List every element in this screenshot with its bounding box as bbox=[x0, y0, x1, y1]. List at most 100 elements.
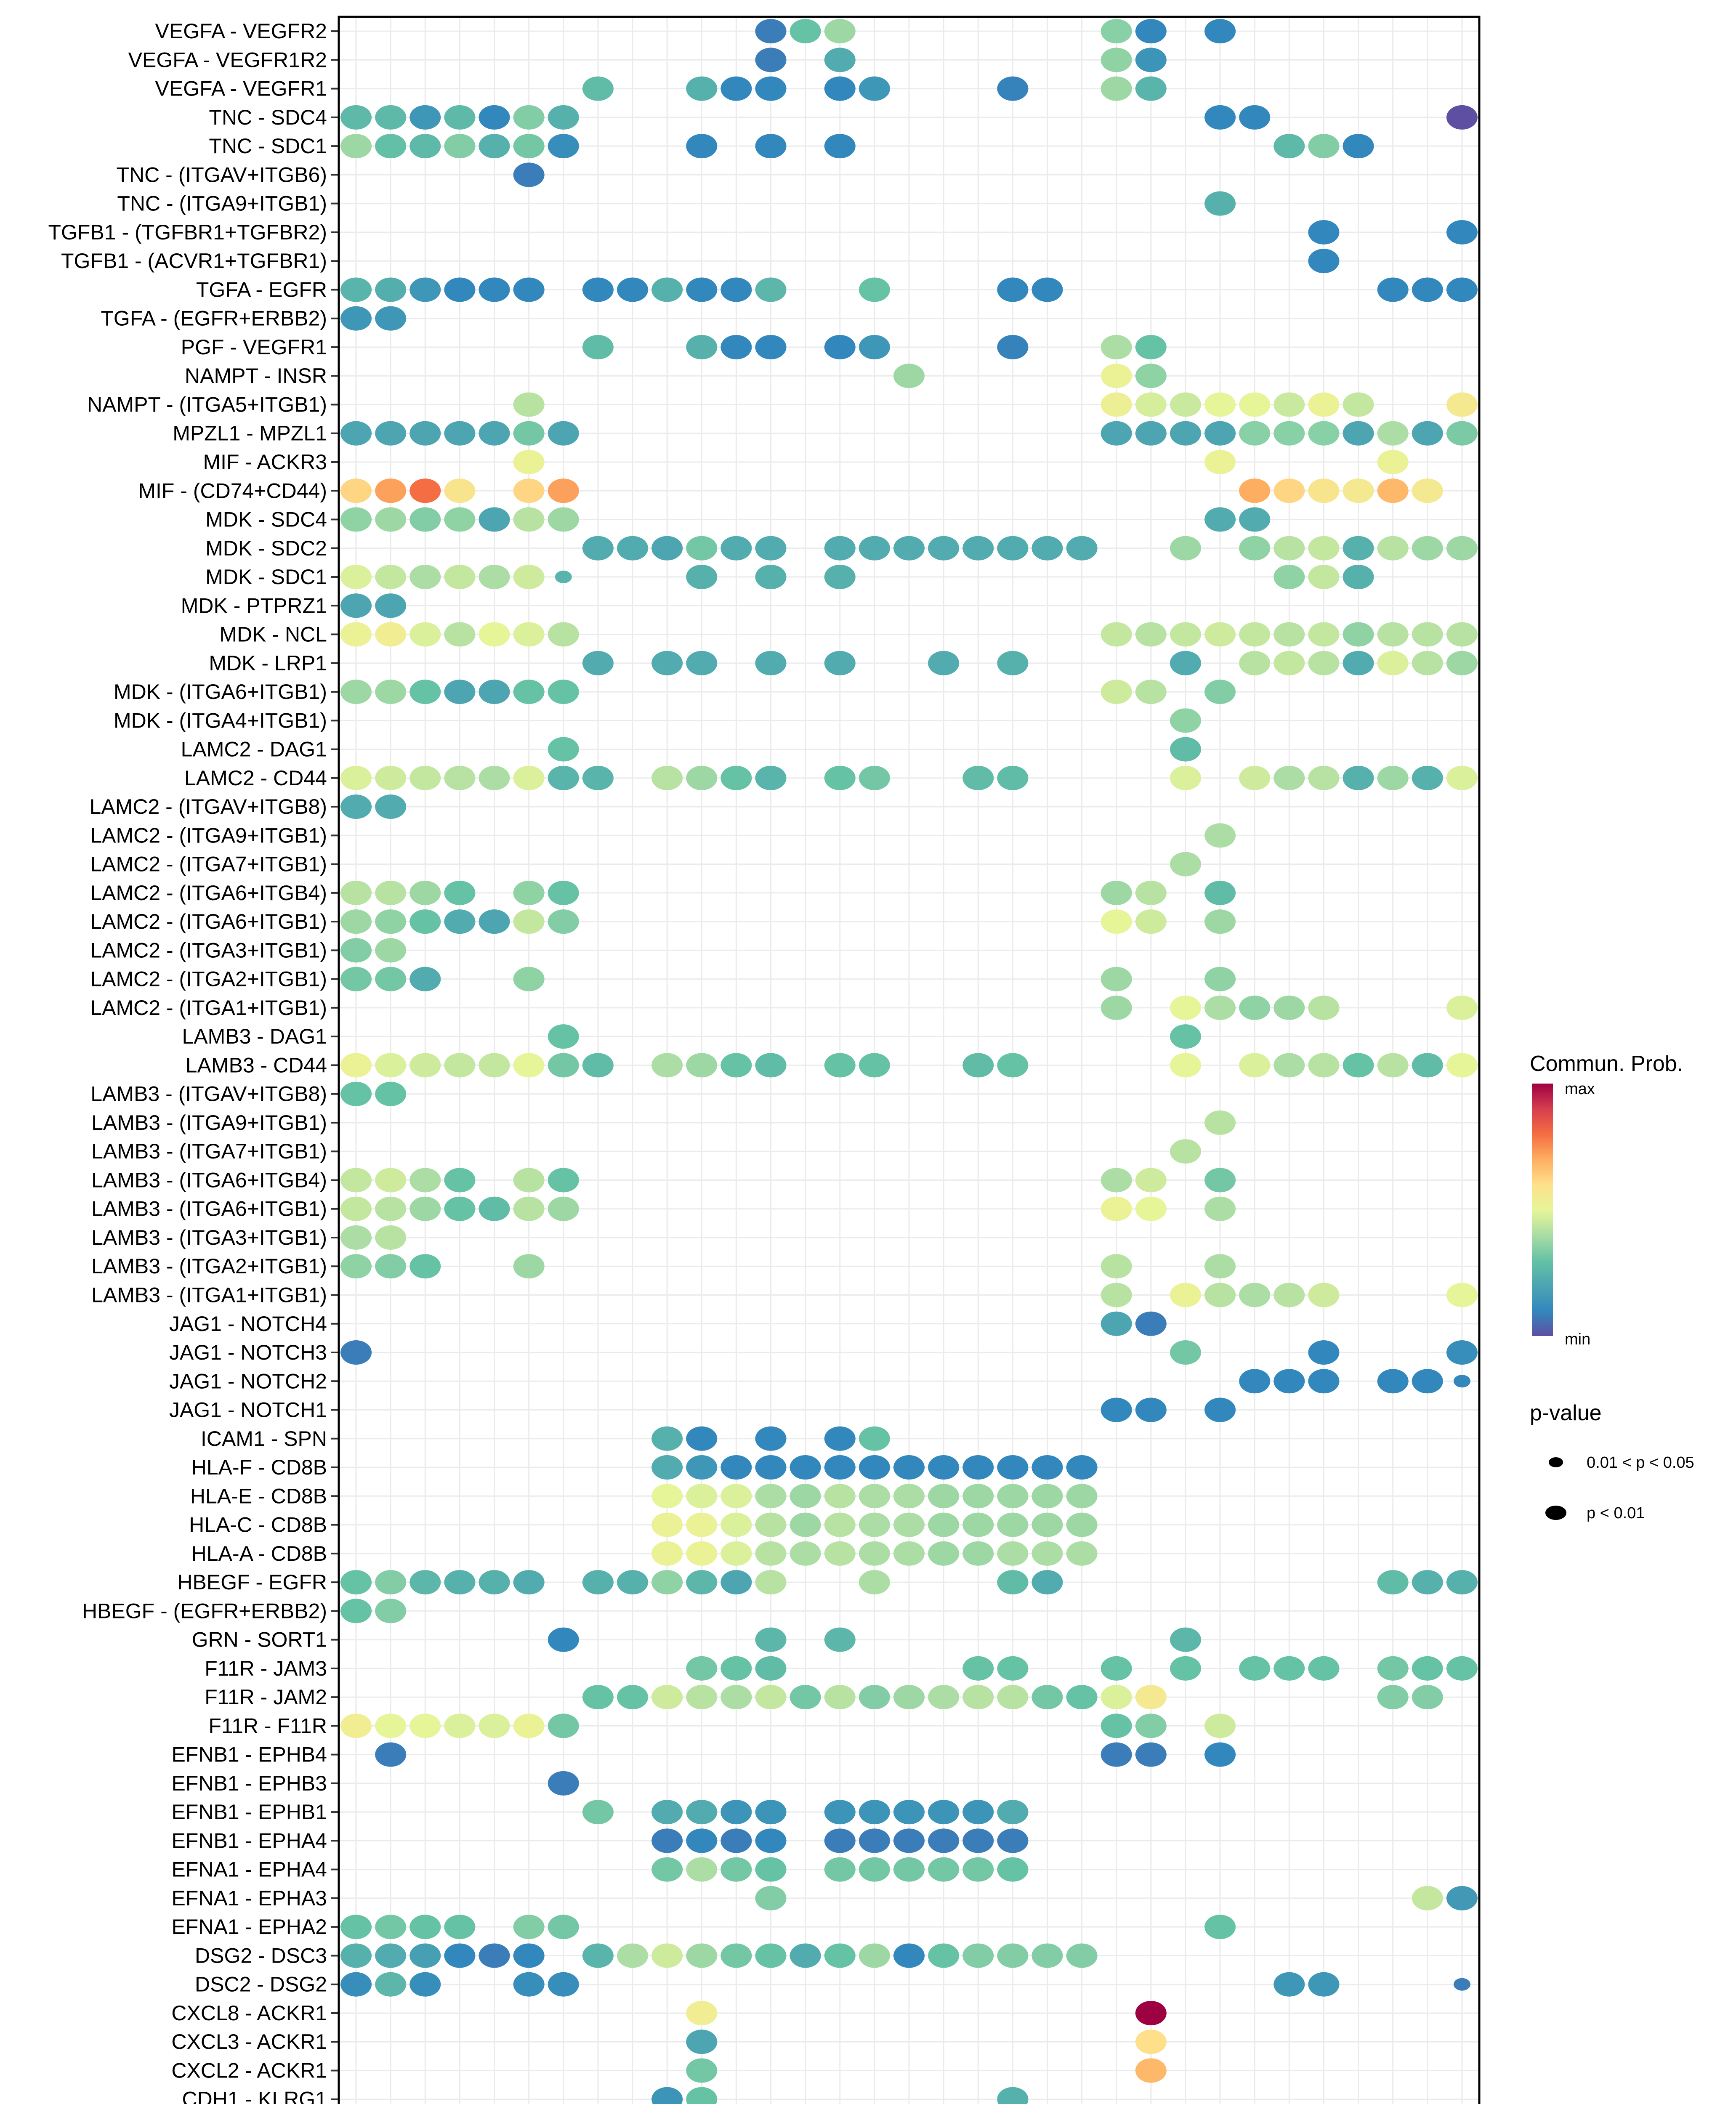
data-point bbox=[1308, 995, 1340, 1020]
data-point bbox=[962, 1541, 994, 1566]
data-point bbox=[651, 1800, 683, 1825]
data-point bbox=[1308, 421, 1340, 446]
data-point bbox=[651, 1828, 683, 1853]
data-point bbox=[479, 277, 510, 302]
data-point bbox=[720, 1512, 752, 1537]
data-point bbox=[617, 536, 649, 561]
data-point bbox=[790, 1512, 821, 1537]
data-point bbox=[997, 536, 1029, 561]
data-point bbox=[1204, 450, 1236, 475]
data-point bbox=[409, 421, 441, 446]
data-point bbox=[1170, 995, 1201, 1020]
data-point bbox=[375, 306, 407, 331]
data-point bbox=[1101, 1168, 1132, 1193]
data-point bbox=[548, 622, 579, 647]
data-point bbox=[893, 1455, 925, 1480]
data-point bbox=[755, 1943, 787, 1968]
y-axis-labels: VEGFA - VEGFR2 VEGFA - VEGFR1R2 VEGFA - VE… bbox=[48, 19, 339, 2104]
data-point bbox=[928, 1943, 960, 1968]
data-point bbox=[375, 565, 407, 590]
data-point bbox=[859, 277, 890, 302]
data-point bbox=[1066, 1512, 1098, 1537]
data-point bbox=[720, 1053, 752, 1078]
data-point bbox=[962, 1656, 994, 1681]
y-tick-label: JAG1 - NOTCH2 bbox=[169, 1369, 327, 1393]
data-point bbox=[1204, 1254, 1236, 1279]
data-point bbox=[686, 765, 718, 790]
data-point bbox=[651, 1426, 683, 1451]
y-tick-label: CXCL2 - ACKR1 bbox=[171, 2059, 327, 2082]
data-point bbox=[375, 938, 407, 963]
data-point bbox=[790, 19, 821, 44]
data-point bbox=[444, 1053, 476, 1078]
data-point bbox=[548, 1168, 579, 1193]
y-tick-label: EFNA1 - EPHA3 bbox=[171, 1886, 327, 1910]
y-tick-label: VEGFA - VEGFR1R2 bbox=[128, 48, 327, 72]
data-point bbox=[513, 1053, 545, 1078]
data-point bbox=[1308, 1972, 1340, 1997]
data-point bbox=[375, 765, 407, 790]
data-point bbox=[548, 1196, 579, 1221]
y-tick-label: TNC - SDC1 bbox=[209, 134, 327, 158]
data-point bbox=[1273, 421, 1305, 446]
data-point bbox=[548, 737, 579, 762]
data-point bbox=[1031, 1541, 1063, 1566]
y-tick-label: LAMC2 - (ITGA6+ITGB4) bbox=[90, 881, 327, 905]
data-point bbox=[686, 76, 718, 101]
data-point bbox=[340, 880, 372, 905]
data-point bbox=[340, 1915, 372, 1939]
data-point bbox=[1170, 1627, 1201, 1652]
data-point bbox=[928, 1857, 960, 1882]
data-point bbox=[1446, 1886, 1478, 1910]
y-tick-label: TNC - (ITGA9+ITGB1) bbox=[117, 192, 327, 215]
data-point bbox=[686, 1541, 718, 1566]
data-point bbox=[790, 1455, 821, 1480]
data-point bbox=[479, 1196, 510, 1221]
data-point bbox=[582, 1685, 614, 1710]
data-point bbox=[1101, 622, 1132, 647]
data-point bbox=[375, 1168, 407, 1193]
data-point bbox=[582, 536, 614, 561]
data-point bbox=[962, 1484, 994, 1509]
data-point bbox=[1170, 737, 1201, 762]
data-point bbox=[686, 1512, 718, 1537]
data-point bbox=[824, 1857, 856, 1882]
data-point bbox=[375, 1225, 407, 1250]
data-points bbox=[340, 19, 1478, 2104]
data-point bbox=[755, 1685, 787, 1710]
data-point bbox=[824, 1053, 856, 1078]
data-point bbox=[409, 565, 441, 590]
data-point bbox=[928, 1828, 960, 1853]
data-point bbox=[1170, 1053, 1201, 1078]
data-point bbox=[686, 565, 718, 590]
data-point bbox=[548, 1771, 579, 1796]
y-tick-label: MDK - (ITGA4+ITGB1) bbox=[114, 709, 327, 732]
data-point bbox=[444, 277, 476, 302]
data-point bbox=[1343, 1053, 1374, 1078]
data-point bbox=[928, 651, 960, 675]
data-point bbox=[444, 507, 476, 532]
data-point bbox=[1239, 765, 1271, 790]
data-point bbox=[1273, 651, 1305, 675]
data-point bbox=[340, 1943, 372, 1968]
y-tick-label: EFNB1 - EPHB3 bbox=[171, 1772, 327, 1795]
y-tick-label: F11R - JAM2 bbox=[205, 1685, 327, 1709]
data-point bbox=[340, 967, 372, 991]
data-point bbox=[1101, 967, 1132, 991]
data-point bbox=[1135, 392, 1167, 417]
data-point bbox=[340, 794, 372, 819]
data-point bbox=[686, 651, 718, 675]
data-point bbox=[1377, 651, 1409, 675]
y-tick-label: LAMB3 - (ITGA9+ITGB1) bbox=[91, 1111, 327, 1134]
data-point bbox=[1308, 134, 1340, 159]
data-point bbox=[444, 909, 476, 934]
data-point bbox=[513, 1168, 545, 1193]
data-point bbox=[824, 1828, 856, 1853]
data-point bbox=[340, 1254, 372, 1279]
data-point bbox=[755, 1426, 787, 1451]
data-point bbox=[1239, 1369, 1271, 1394]
data-point bbox=[375, 421, 407, 446]
data-point bbox=[1412, 277, 1443, 302]
data-point bbox=[340, 938, 372, 963]
data-point bbox=[1135, 909, 1167, 934]
